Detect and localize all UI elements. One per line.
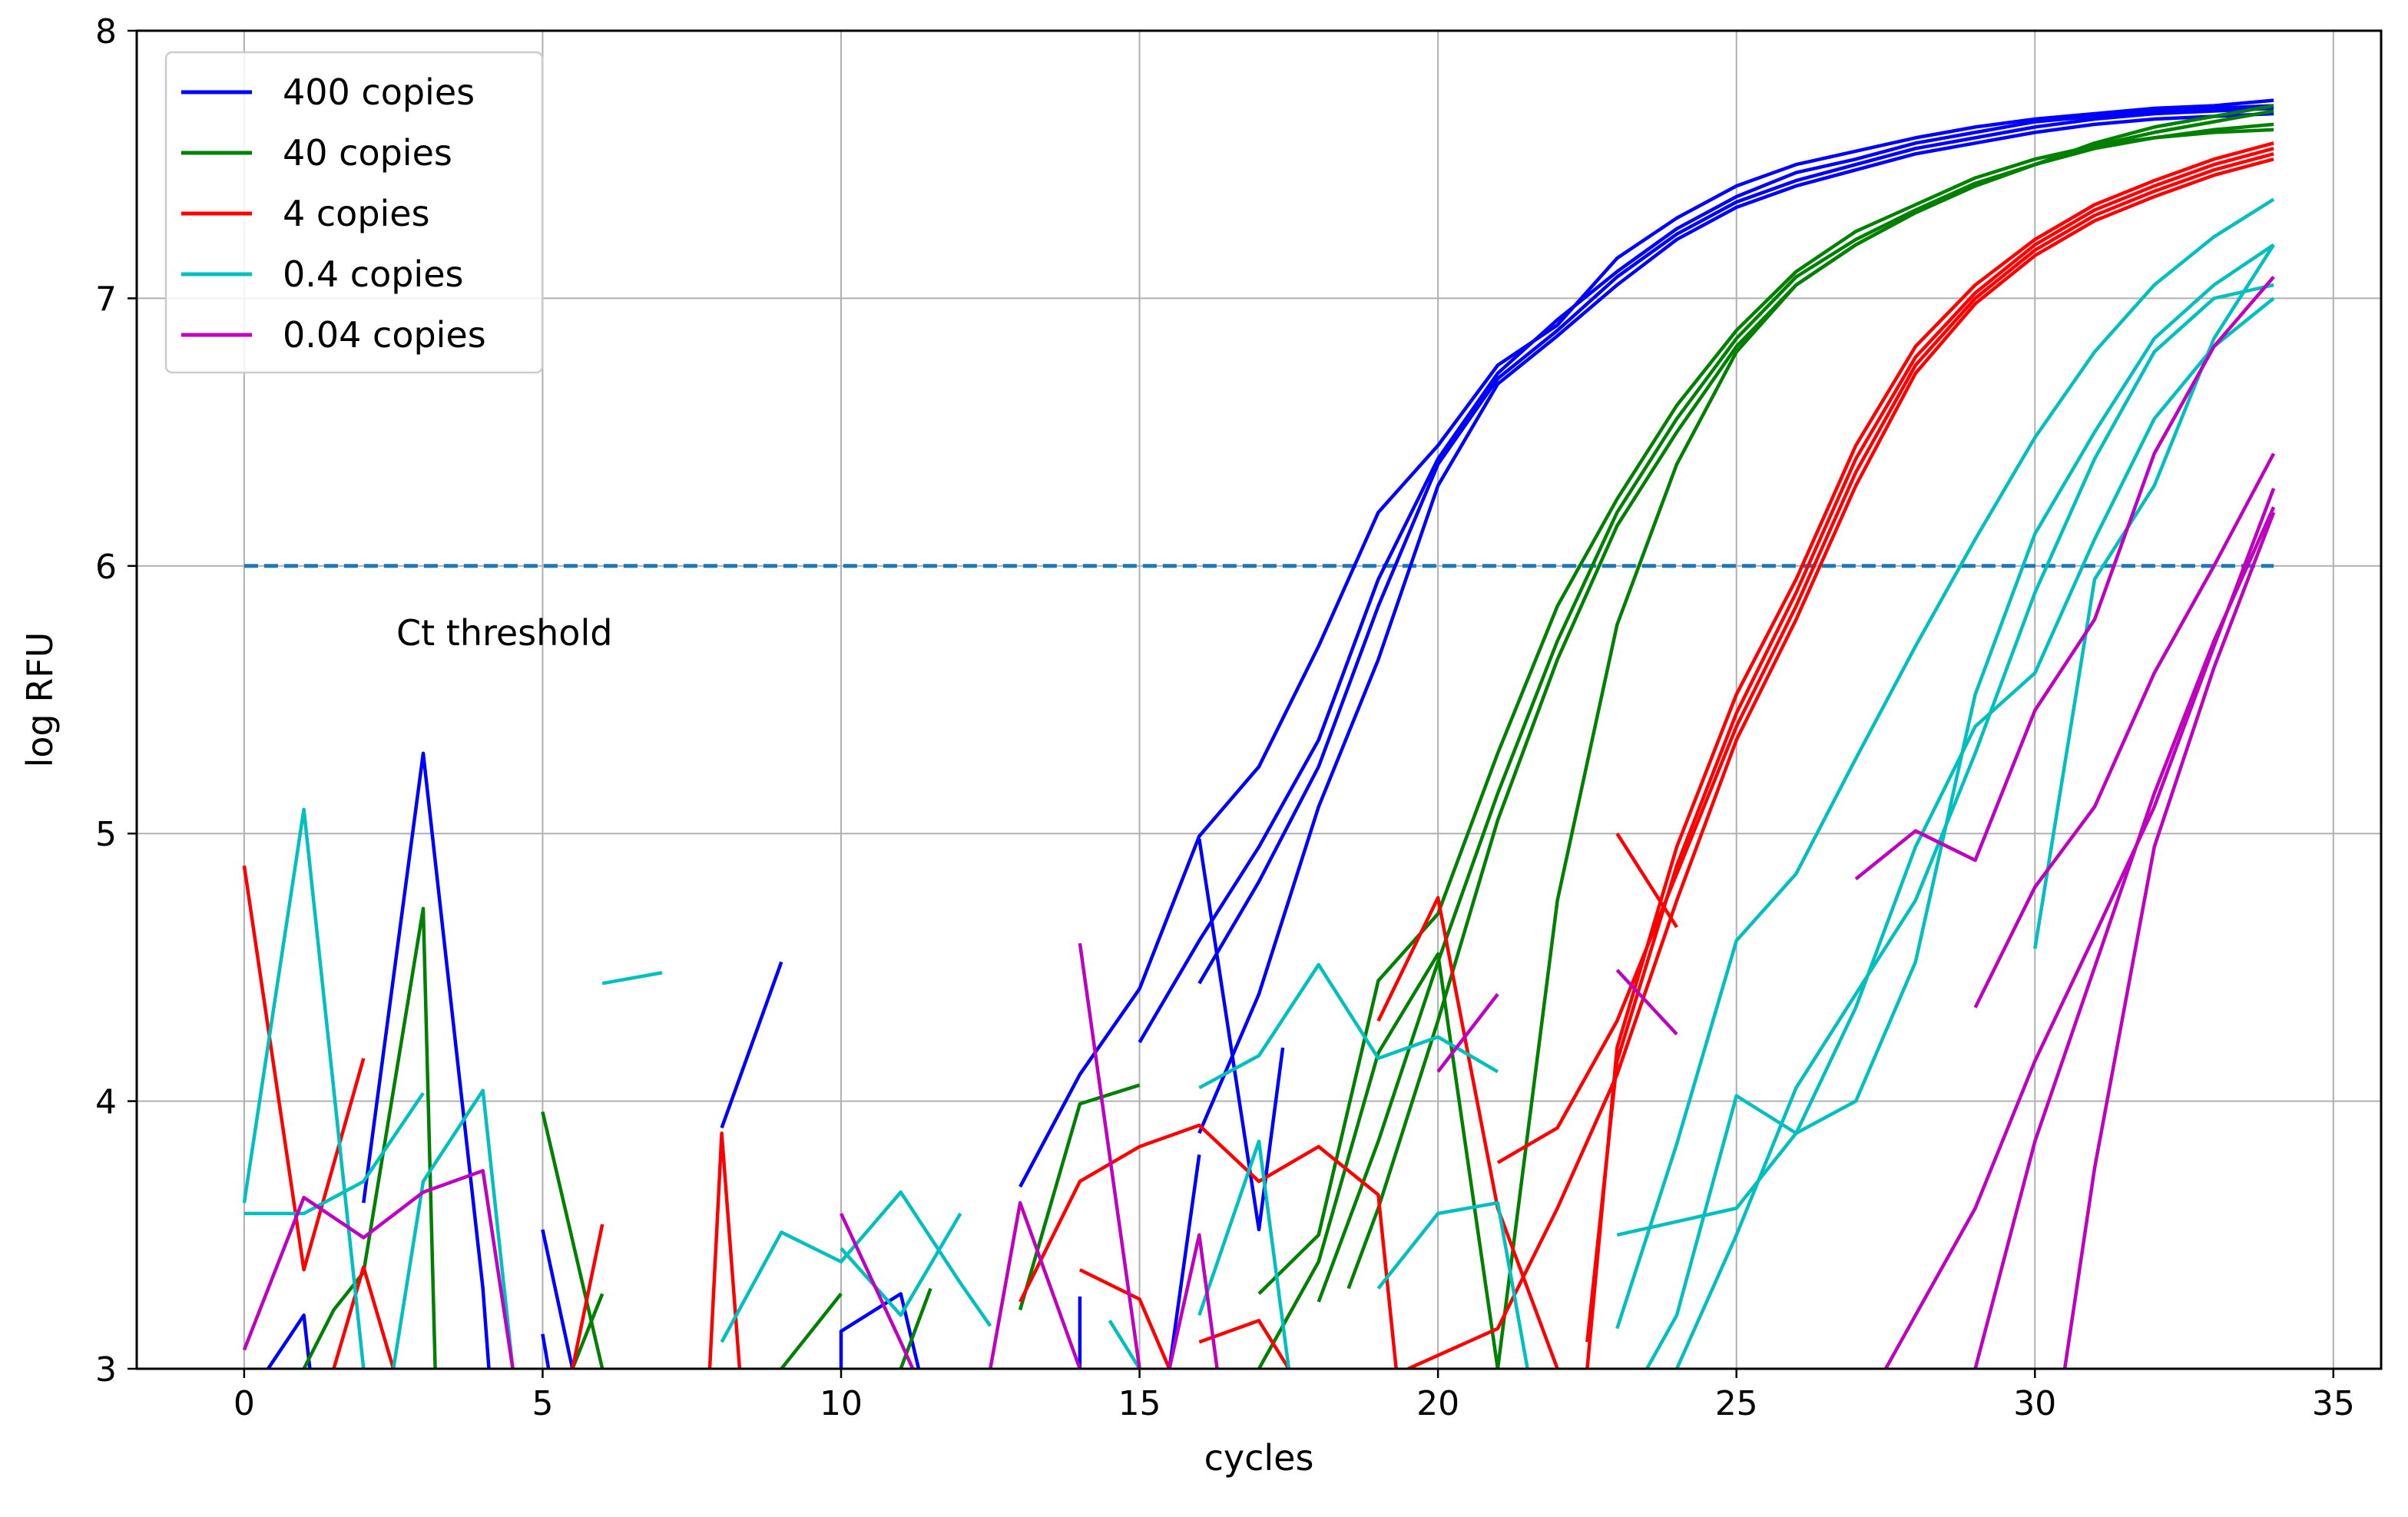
plot-area <box>242 98 2276 1369</box>
series-line <box>1496 152 2274 1164</box>
series-0-4-copies <box>242 197 2275 1369</box>
series-line <box>601 971 663 985</box>
series-line <box>1198 962 1499 1090</box>
legend-label: 0.04 copies <box>283 314 486 356</box>
x-axis-label: cycles <box>1204 1437 1314 1479</box>
series-line <box>391 1088 515 1369</box>
x-tick-label: 5 <box>532 1384 553 1423</box>
y-axis: 3 4 5 6 7 8 <box>95 12 137 1389</box>
legend-box <box>164 51 544 374</box>
series-line <box>1168 1154 1201 1369</box>
series-line <box>1854 276 2275 881</box>
series-line <box>1198 1319 1290 1369</box>
legend-label: 4 copies <box>283 193 430 234</box>
x-tick-label: 35 <box>2312 1384 2355 1423</box>
series-4-copies <box>242 141 2274 1369</box>
series-line <box>1019 1123 1398 1369</box>
legend: 400 copies 40 copies 4 copies 0.4 copies 0.0… <box>164 51 544 374</box>
series-line <box>1973 452 2276 1009</box>
y-tick-label: 8 <box>95 12 117 51</box>
series-line <box>2062 512 2276 1369</box>
series-line <box>839 1212 915 1369</box>
legend-label: 400 copies <box>283 71 475 113</box>
series-line <box>1376 1201 1529 1369</box>
series-line <box>267 1313 312 1369</box>
series-line <box>243 1091 425 1216</box>
series-line <box>989 1201 1082 1369</box>
series-line <box>1884 488 2276 1369</box>
y-tick-label: 5 <box>95 815 117 854</box>
series-line <box>1197 1139 1291 1369</box>
series-line <box>541 1111 604 1369</box>
y-tick-label: 6 <box>95 548 117 587</box>
series-line <box>1495 104 2274 1369</box>
series-line <box>1317 122 2274 1303</box>
x-tick-label: 0 <box>234 1384 255 1423</box>
series-line <box>1197 106 2274 985</box>
series-line <box>1615 969 1678 1036</box>
series-line <box>1615 197 2275 1330</box>
series-400-copies <box>267 98 2274 1369</box>
series-line <box>720 961 783 1129</box>
series-line <box>1138 104 2274 1044</box>
series-line <box>1973 506 2276 1369</box>
series-line <box>1645 296 2275 1369</box>
series-line <box>1257 952 1500 1369</box>
series-line <box>840 1212 962 1317</box>
series-line <box>720 1190 992 1343</box>
series-line <box>541 1333 551 1369</box>
series-40-copies <box>302 104 2274 1369</box>
series-line <box>1674 283 2274 1369</box>
x-tick-label: 25 <box>1715 1384 1758 1423</box>
x-tick-label: 30 <box>2013 1384 2056 1423</box>
series-line <box>1585 147 2274 1343</box>
series-line <box>1019 98 2274 1188</box>
x-tick-label: 20 <box>1416 1384 1459 1423</box>
y-tick-label: 4 <box>95 1083 117 1122</box>
series-line <box>1078 1268 1171 1369</box>
series-line <box>1018 1083 1141 1311</box>
series-line <box>1108 1320 1141 1369</box>
series-line <box>1168 1233 1219 1369</box>
axes-frame <box>135 29 2383 1370</box>
series-line <box>242 865 366 1272</box>
series-line <box>242 807 366 1369</box>
legend-label: 40 copies <box>283 132 452 174</box>
series-line <box>571 1224 604 1369</box>
series-line <box>571 1293 604 1369</box>
threshold-label: Ct threshold <box>396 612 612 654</box>
series-0-04-copies <box>242 276 2276 1369</box>
series-line <box>839 1292 921 1369</box>
series-line <box>332 1265 396 1369</box>
series-line <box>242 1168 515 1369</box>
series-line <box>2033 243 2275 949</box>
y-tick-label: 3 <box>95 1350 117 1389</box>
series-line <box>1078 942 1141 1369</box>
legend-label: 0.4 copies <box>283 253 463 295</box>
x-axis: 0 5 10 15 20 25 30 35 <box>234 1369 2355 1423</box>
series-line <box>1197 111 2274 1134</box>
series-line <box>362 751 491 1369</box>
x-tick-label: 15 <box>1118 1384 1161 1423</box>
x-tick-label: 10 <box>820 1384 863 1423</box>
series-line <box>1197 838 1285 1232</box>
series-line <box>1615 832 1678 929</box>
series-line <box>1436 992 1499 1073</box>
y-axis-label: log RFU <box>19 632 61 768</box>
series-line <box>541 1229 575 1369</box>
series-line <box>707 1131 742 1369</box>
series-line <box>1585 141 2274 1369</box>
series-line <box>780 1292 843 1369</box>
y-tick-label: 7 <box>95 280 117 319</box>
series-line <box>1407 157 2274 1369</box>
